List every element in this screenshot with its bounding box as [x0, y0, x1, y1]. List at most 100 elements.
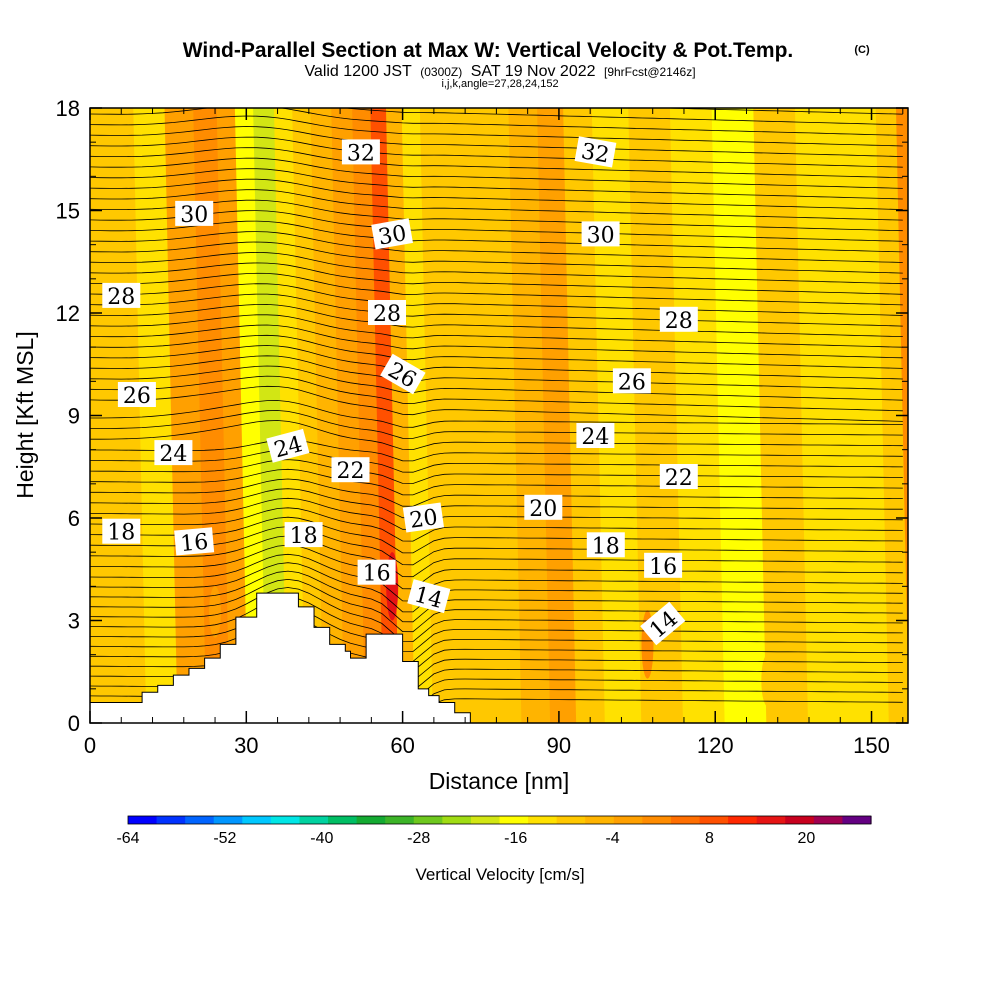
colorbar-tick-label: -64: [116, 830, 139, 847]
isentrope-label: 24: [576, 423, 615, 450]
isentrope-label: 30: [371, 218, 413, 251]
velocity-band: [292, 108, 326, 723]
isentrope-line: [90, 385, 903, 422]
x-tick-label: 120: [697, 733, 734, 758]
isentrope-label-text: 30: [377, 221, 409, 250]
isentrope-label-text: 30: [180, 203, 208, 228]
isentrope-label: 24: [154, 440, 193, 467]
isentrope-label: 28: [659, 306, 698, 334]
colorbar-swatch: [785, 816, 815, 824]
isentrope-label-bg: [524, 494, 563, 520]
isentrope-label: 22: [659, 464, 698, 491]
isentrope-label-text: 28: [107, 285, 135, 310]
isentrope-label-bg: [341, 139, 380, 165]
colorbar-tick-label: -40: [310, 830, 333, 847]
isentrope-label-text: 20: [529, 497, 557, 522]
isentrope-label-bg: [102, 518, 141, 544]
colorbar-swatch: [813, 816, 844, 824]
isentrope-label: 26: [612, 368, 651, 395]
y-tick-label: 3: [68, 609, 80, 634]
isentrope-line: [90, 497, 903, 530]
colorbar-tick-label: -28: [407, 830, 430, 847]
isentrope-line: [90, 199, 903, 232]
isentrope-label: 20: [402, 502, 444, 534]
colorbar-tick-label: 8: [705, 830, 714, 847]
isentrope-line: [90, 544, 903, 590]
isentrope-line: [90, 488, 903, 519]
colorbar-swatch: [356, 816, 386, 824]
colorbar-swatch: [156, 816, 186, 824]
isentrope-line: [90, 553, 903, 602]
isentrope-line: [90, 365, 903, 401]
isentrope-label-text: 32: [579, 139, 611, 168]
isentrope-line: [90, 220, 903, 253]
velocity-band: [794, 108, 852, 723]
isentrope-line: [90, 147, 903, 179]
velocity-cell: [209, 586, 222, 638]
isentrope-label-text: 30: [587, 223, 615, 248]
x-tick-label: 90: [547, 733, 571, 758]
velocity-cells: [209, 552, 774, 706]
colorbar-frame: [127, 815, 872, 825]
colorbar-tick-label: 20: [798, 830, 816, 847]
velocity-cell: [500, 634, 513, 706]
velocity-band: [401, 108, 435, 723]
terrain: [90, 592, 471, 723]
isentrope-label-text: 18: [290, 524, 318, 549]
isentrope-label-bg: [576, 423, 615, 448]
isentrope-label: 16: [357, 559, 396, 587]
isentrope-line: [90, 478, 903, 507]
isentrope-label-text: 20: [408, 505, 439, 534]
colorbar-tick-labels: -64 -52 -40 -28 -16 -4 8 20: [116, 830, 815, 847]
colorbar-swatch: [756, 816, 786, 824]
isentrope-line: [342, 108, 903, 126]
isentrope-line: [90, 231, 903, 263]
subtitle-valid: Valid 1200 JST: [304, 63, 412, 80]
isentrope-label-bg: [154, 440, 193, 466]
y-tick-label: 9: [68, 404, 80, 429]
isentrope-label: 24: [266, 428, 310, 463]
colorbar-swatch: [613, 816, 643, 824]
x-tick-label: 30: [234, 733, 258, 758]
y-axis: 0 3 6 9 12 15 18: [56, 96, 908, 736]
colorbar-swatch: [670, 816, 701, 824]
isentrope-label: 30: [581, 221, 620, 248]
isentrope-label-text: 32: [347, 141, 375, 166]
isentrope-label: 32: [574, 136, 617, 169]
isentrope-label: 28: [102, 282, 141, 310]
isentrope-label-bg: [574, 136, 617, 168]
velocity-band: [711, 108, 769, 723]
colorbar-swatch: [185, 816, 215, 824]
colorbar: [127, 815, 872, 825]
colorbar-swatch: [299, 816, 329, 824]
isentrope-line: [90, 251, 903, 285]
isentrope-line: [90, 324, 903, 359]
isentrope-line: [90, 606, 903, 662]
isentrope-label-bg: [284, 522, 323, 548]
colorbar-swatch: [642, 816, 672, 824]
x-tick-label: 150: [853, 733, 890, 758]
isentrope-line: [90, 272, 903, 306]
y-tick-label: 18: [56, 96, 80, 121]
isentrope-line: [90, 345, 903, 380]
isentrope-label: 18: [102, 518, 141, 546]
isentrope-line: [90, 526, 903, 566]
velocity-band: [96, 108, 149, 723]
isentrope-label-text: 24: [581, 425, 609, 450]
isentrope-line: [90, 587, 903, 643]
x-tick-label: 60: [390, 733, 414, 758]
isentrope-label-text: 22: [665, 466, 693, 491]
isentrope-label-text: 28: [373, 302, 401, 327]
y-tick-label: 6: [68, 506, 80, 531]
isentrope-line: [90, 262, 903, 295]
velocity-band: [753, 108, 811, 723]
velocity-band: [385, 108, 417, 723]
colorbar-swatch: [270, 816, 301, 824]
isentrope-label-text: 28: [665, 309, 693, 334]
velocity-band: [253, 108, 289, 723]
isentrope-line: [90, 507, 903, 542]
isentrope-label-bg: [659, 306, 698, 332]
subtitle-utc: (0300Z): [420, 65, 462, 79]
